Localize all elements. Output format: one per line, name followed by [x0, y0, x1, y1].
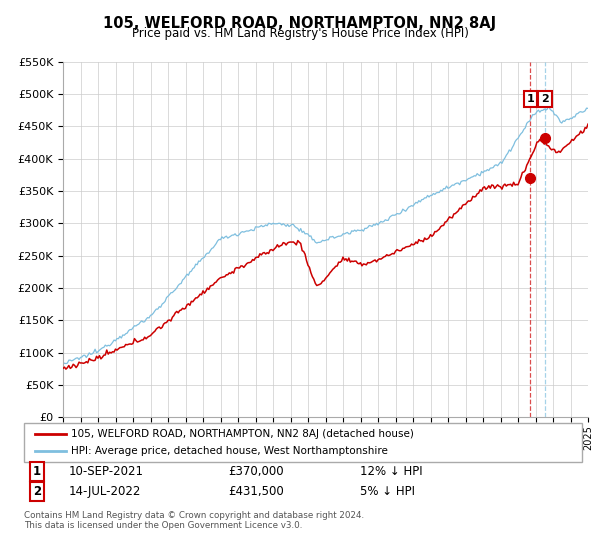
Text: 2: 2	[33, 484, 41, 498]
Text: £431,500: £431,500	[228, 484, 284, 498]
Text: £370,000: £370,000	[228, 465, 284, 478]
Text: Contains HM Land Registry data © Crown copyright and database right 2024.
This d: Contains HM Land Registry data © Crown c…	[24, 511, 364, 530]
Text: 1: 1	[526, 94, 534, 104]
Text: 12% ↓ HPI: 12% ↓ HPI	[360, 465, 422, 478]
Text: 2: 2	[541, 94, 549, 104]
Text: 105, WELFORD ROAD, NORTHAMPTON, NN2 8AJ: 105, WELFORD ROAD, NORTHAMPTON, NN2 8AJ	[103, 16, 497, 31]
Text: 5% ↓ HPI: 5% ↓ HPI	[360, 484, 415, 498]
Text: Price paid vs. HM Land Registry's House Price Index (HPI): Price paid vs. HM Land Registry's House …	[131, 27, 469, 40]
Text: 1: 1	[33, 465, 41, 478]
Text: 10-SEP-2021: 10-SEP-2021	[69, 465, 144, 478]
Text: HPI: Average price, detached house, West Northamptonshire: HPI: Average price, detached house, West…	[71, 446, 388, 456]
Text: 14-JUL-2022: 14-JUL-2022	[69, 484, 142, 498]
Text: 105, WELFORD ROAD, NORTHAMPTON, NN2 8AJ (detached house): 105, WELFORD ROAD, NORTHAMPTON, NN2 8AJ …	[71, 429, 415, 439]
